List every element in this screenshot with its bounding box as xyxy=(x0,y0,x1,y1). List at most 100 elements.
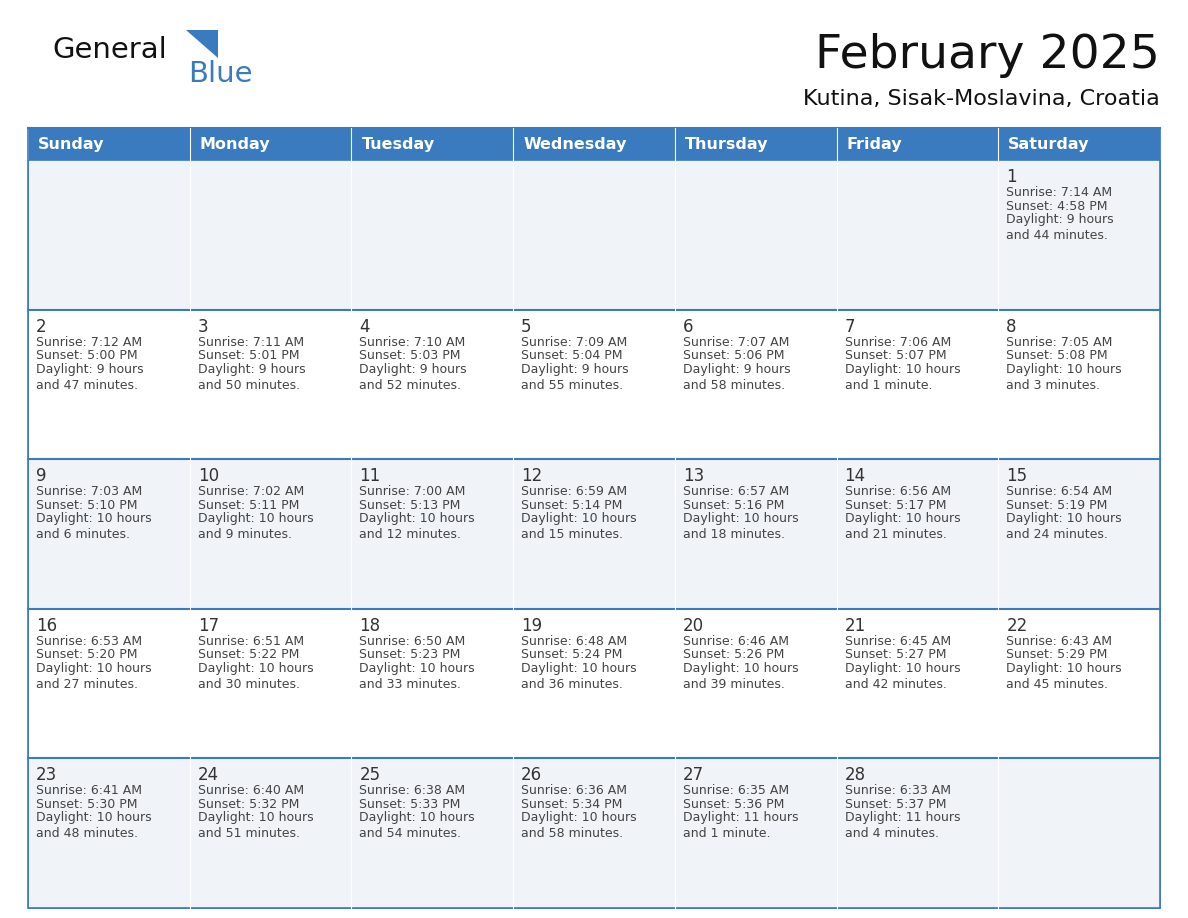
Text: Sunset: 5:00 PM: Sunset: 5:00 PM xyxy=(36,349,138,362)
Bar xyxy=(675,309,836,459)
Bar xyxy=(675,128,836,160)
Text: Sunrise: 6:59 AM: Sunrise: 6:59 AM xyxy=(522,486,627,498)
Bar xyxy=(998,758,1159,908)
Text: 12: 12 xyxy=(522,467,543,486)
Text: Daylight: 9 hours
and 50 minutes.: Daylight: 9 hours and 50 minutes. xyxy=(197,363,305,392)
Bar xyxy=(675,459,836,609)
Text: 3: 3 xyxy=(197,318,208,336)
Text: Sunrise: 6:57 AM: Sunrise: 6:57 AM xyxy=(683,486,789,498)
Text: Sunset: 4:58 PM: Sunset: 4:58 PM xyxy=(1006,199,1107,212)
Text: Daylight: 9 hours
and 44 minutes.: Daylight: 9 hours and 44 minutes. xyxy=(1006,213,1114,242)
Bar xyxy=(190,459,352,609)
Text: 7: 7 xyxy=(845,318,855,336)
Text: Sunrise: 6:50 AM: Sunrise: 6:50 AM xyxy=(360,635,466,648)
Text: General: General xyxy=(52,36,166,64)
Text: Daylight: 10 hours
and 39 minutes.: Daylight: 10 hours and 39 minutes. xyxy=(683,662,798,691)
Text: 25: 25 xyxy=(360,767,380,784)
Text: February 2025: February 2025 xyxy=(815,33,1159,78)
Text: Sunrise: 6:40 AM: Sunrise: 6:40 AM xyxy=(197,784,304,798)
Text: 2: 2 xyxy=(36,318,46,336)
Text: Daylight: 10 hours
and 24 minutes.: Daylight: 10 hours and 24 minutes. xyxy=(1006,512,1121,542)
Bar xyxy=(513,758,675,908)
Text: 23: 23 xyxy=(36,767,57,784)
Bar xyxy=(836,459,998,609)
Text: 19: 19 xyxy=(522,617,542,635)
Text: Daylight: 10 hours
and 30 minutes.: Daylight: 10 hours and 30 minutes. xyxy=(197,662,314,691)
Text: 21: 21 xyxy=(845,617,866,635)
Text: 9: 9 xyxy=(36,467,46,486)
Text: Sunrise: 6:43 AM: Sunrise: 6:43 AM xyxy=(1006,635,1112,648)
Bar xyxy=(352,160,513,309)
Text: Daylight: 10 hours
and 54 minutes.: Daylight: 10 hours and 54 minutes. xyxy=(360,812,475,840)
Bar xyxy=(998,609,1159,758)
Text: 5: 5 xyxy=(522,318,532,336)
Text: Sunrise: 7:06 AM: Sunrise: 7:06 AM xyxy=(845,336,950,349)
Text: Daylight: 10 hours
and 51 minutes.: Daylight: 10 hours and 51 minutes. xyxy=(197,812,314,840)
Bar xyxy=(675,160,836,309)
Bar xyxy=(29,309,190,459)
Text: Daylight: 10 hours
and 58 minutes.: Daylight: 10 hours and 58 minutes. xyxy=(522,812,637,840)
Text: Sunrise: 7:14 AM: Sunrise: 7:14 AM xyxy=(1006,186,1112,199)
Text: Sunrise: 6:45 AM: Sunrise: 6:45 AM xyxy=(845,635,950,648)
Text: Friday: Friday xyxy=(847,137,902,151)
Text: Sunset: 5:11 PM: Sunset: 5:11 PM xyxy=(197,498,299,511)
Bar xyxy=(29,128,1159,908)
Text: Sunrise: 6:38 AM: Sunrise: 6:38 AM xyxy=(360,784,466,798)
Text: 13: 13 xyxy=(683,467,704,486)
Text: 15: 15 xyxy=(1006,467,1028,486)
Polygon shape xyxy=(187,30,219,58)
Text: Sunset: 5:26 PM: Sunset: 5:26 PM xyxy=(683,648,784,661)
Text: Daylight: 11 hours
and 4 minutes.: Daylight: 11 hours and 4 minutes. xyxy=(845,812,960,840)
Text: Sunrise: 7:00 AM: Sunrise: 7:00 AM xyxy=(360,486,466,498)
Bar xyxy=(190,609,352,758)
Text: 18: 18 xyxy=(360,617,380,635)
Bar xyxy=(998,459,1159,609)
Text: Daylight: 10 hours
and 1 minute.: Daylight: 10 hours and 1 minute. xyxy=(845,363,960,392)
Text: Daylight: 9 hours
and 55 minutes.: Daylight: 9 hours and 55 minutes. xyxy=(522,363,628,392)
Bar xyxy=(190,160,352,309)
Text: Daylight: 9 hours
and 47 minutes.: Daylight: 9 hours and 47 minutes. xyxy=(36,363,144,392)
Text: 20: 20 xyxy=(683,617,704,635)
Text: Daylight: 10 hours
and 36 minutes.: Daylight: 10 hours and 36 minutes. xyxy=(522,662,637,691)
Text: Sunrise: 6:48 AM: Sunrise: 6:48 AM xyxy=(522,635,627,648)
Bar xyxy=(29,128,190,160)
Bar xyxy=(513,609,675,758)
Text: Wednesday: Wednesday xyxy=(523,137,626,151)
Text: Daylight: 10 hours
and 42 minutes.: Daylight: 10 hours and 42 minutes. xyxy=(845,662,960,691)
Text: Sunset: 5:29 PM: Sunset: 5:29 PM xyxy=(1006,648,1107,661)
Text: Daylight: 10 hours
and 33 minutes.: Daylight: 10 hours and 33 minutes. xyxy=(360,662,475,691)
Text: 8: 8 xyxy=(1006,318,1017,336)
Text: Sunset: 5:08 PM: Sunset: 5:08 PM xyxy=(1006,349,1108,362)
Text: Sunrise: 6:56 AM: Sunrise: 6:56 AM xyxy=(845,486,950,498)
Text: Tuesday: Tuesday xyxy=(361,137,435,151)
Text: Sunset: 5:14 PM: Sunset: 5:14 PM xyxy=(522,498,623,511)
Text: Daylight: 10 hours
and 12 minutes.: Daylight: 10 hours and 12 minutes. xyxy=(360,512,475,542)
Text: 17: 17 xyxy=(197,617,219,635)
Text: Daylight: 10 hours
and 3 minutes.: Daylight: 10 hours and 3 minutes. xyxy=(1006,363,1121,392)
Text: Daylight: 10 hours
and 18 minutes.: Daylight: 10 hours and 18 minutes. xyxy=(683,512,798,542)
Text: Daylight: 10 hours
and 6 minutes.: Daylight: 10 hours and 6 minutes. xyxy=(36,512,152,542)
Text: Sunrise: 6:53 AM: Sunrise: 6:53 AM xyxy=(36,635,143,648)
Text: Kutina, Sisak-Moslavina, Croatia: Kutina, Sisak-Moslavina, Croatia xyxy=(803,89,1159,109)
Bar xyxy=(29,609,190,758)
Text: Sunset: 5:07 PM: Sunset: 5:07 PM xyxy=(845,349,946,362)
Text: 1: 1 xyxy=(1006,168,1017,186)
Text: Sunset: 5:24 PM: Sunset: 5:24 PM xyxy=(522,648,623,661)
Bar xyxy=(513,459,675,609)
Text: Sunrise: 7:02 AM: Sunrise: 7:02 AM xyxy=(197,486,304,498)
Text: Daylight: 10 hours
and 9 minutes.: Daylight: 10 hours and 9 minutes. xyxy=(197,512,314,542)
Bar xyxy=(352,459,513,609)
Text: Sunset: 5:20 PM: Sunset: 5:20 PM xyxy=(36,648,138,661)
Text: 27: 27 xyxy=(683,767,704,784)
Bar xyxy=(29,758,190,908)
Text: Sunset: 5:22 PM: Sunset: 5:22 PM xyxy=(197,648,299,661)
Bar xyxy=(190,309,352,459)
Text: Saturday: Saturday xyxy=(1009,137,1089,151)
Text: Sunrise: 6:51 AM: Sunrise: 6:51 AM xyxy=(197,635,304,648)
Bar xyxy=(513,309,675,459)
Text: 26: 26 xyxy=(522,767,542,784)
Bar xyxy=(190,758,352,908)
Text: Sunset: 5:10 PM: Sunset: 5:10 PM xyxy=(36,498,138,511)
Text: 6: 6 xyxy=(683,318,694,336)
Text: Sunrise: 7:03 AM: Sunrise: 7:03 AM xyxy=(36,486,143,498)
